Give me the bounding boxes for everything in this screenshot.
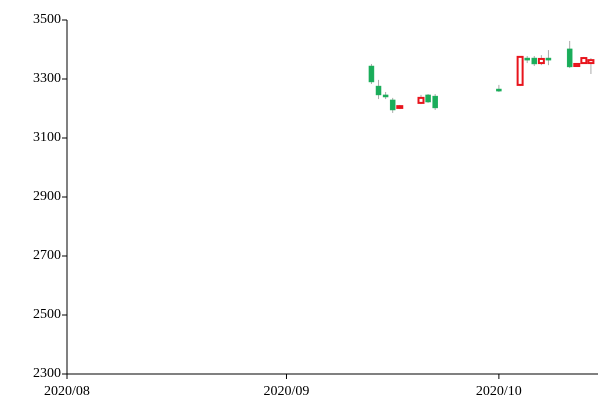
- candle-body: [537, 57, 545, 65]
- candle-body: [496, 88, 502, 92]
- y-tick-label: 3500: [33, 12, 61, 27]
- x-tick-label: 2020/09: [264, 384, 310, 399]
- candle-body: [375, 85, 382, 96]
- candle-body: [580, 57, 588, 65]
- candle-body: [531, 57, 538, 65]
- candle-body: [524, 57, 530, 61]
- y-tick-label: 2700: [33, 248, 61, 263]
- candle-body: [389, 99, 396, 111]
- candle-body: [566, 48, 573, 68]
- candle-body: [516, 55, 524, 86]
- candle-body: [382, 94, 389, 98]
- candle-body: [573, 62, 581, 68]
- x-tick-label: 2020/10: [476, 384, 522, 399]
- candle-body: [587, 59, 595, 65]
- y-tick-label: 2900: [33, 189, 61, 204]
- y-tick-label: 2300: [33, 366, 61, 381]
- candle-body: [417, 96, 425, 104]
- candle-body: [545, 57, 552, 61]
- candle-body: [396, 105, 404, 109]
- candle-body: [432, 95, 438, 109]
- y-tick-label: 3300: [33, 71, 61, 86]
- y-tick-label: 2500: [33, 307, 61, 322]
- x-tick-label: 2020/08: [44, 384, 90, 399]
- y-tick-label: 3100: [33, 130, 61, 145]
- candle-body: [368, 65, 375, 83]
- candle-body: [425, 94, 431, 103]
